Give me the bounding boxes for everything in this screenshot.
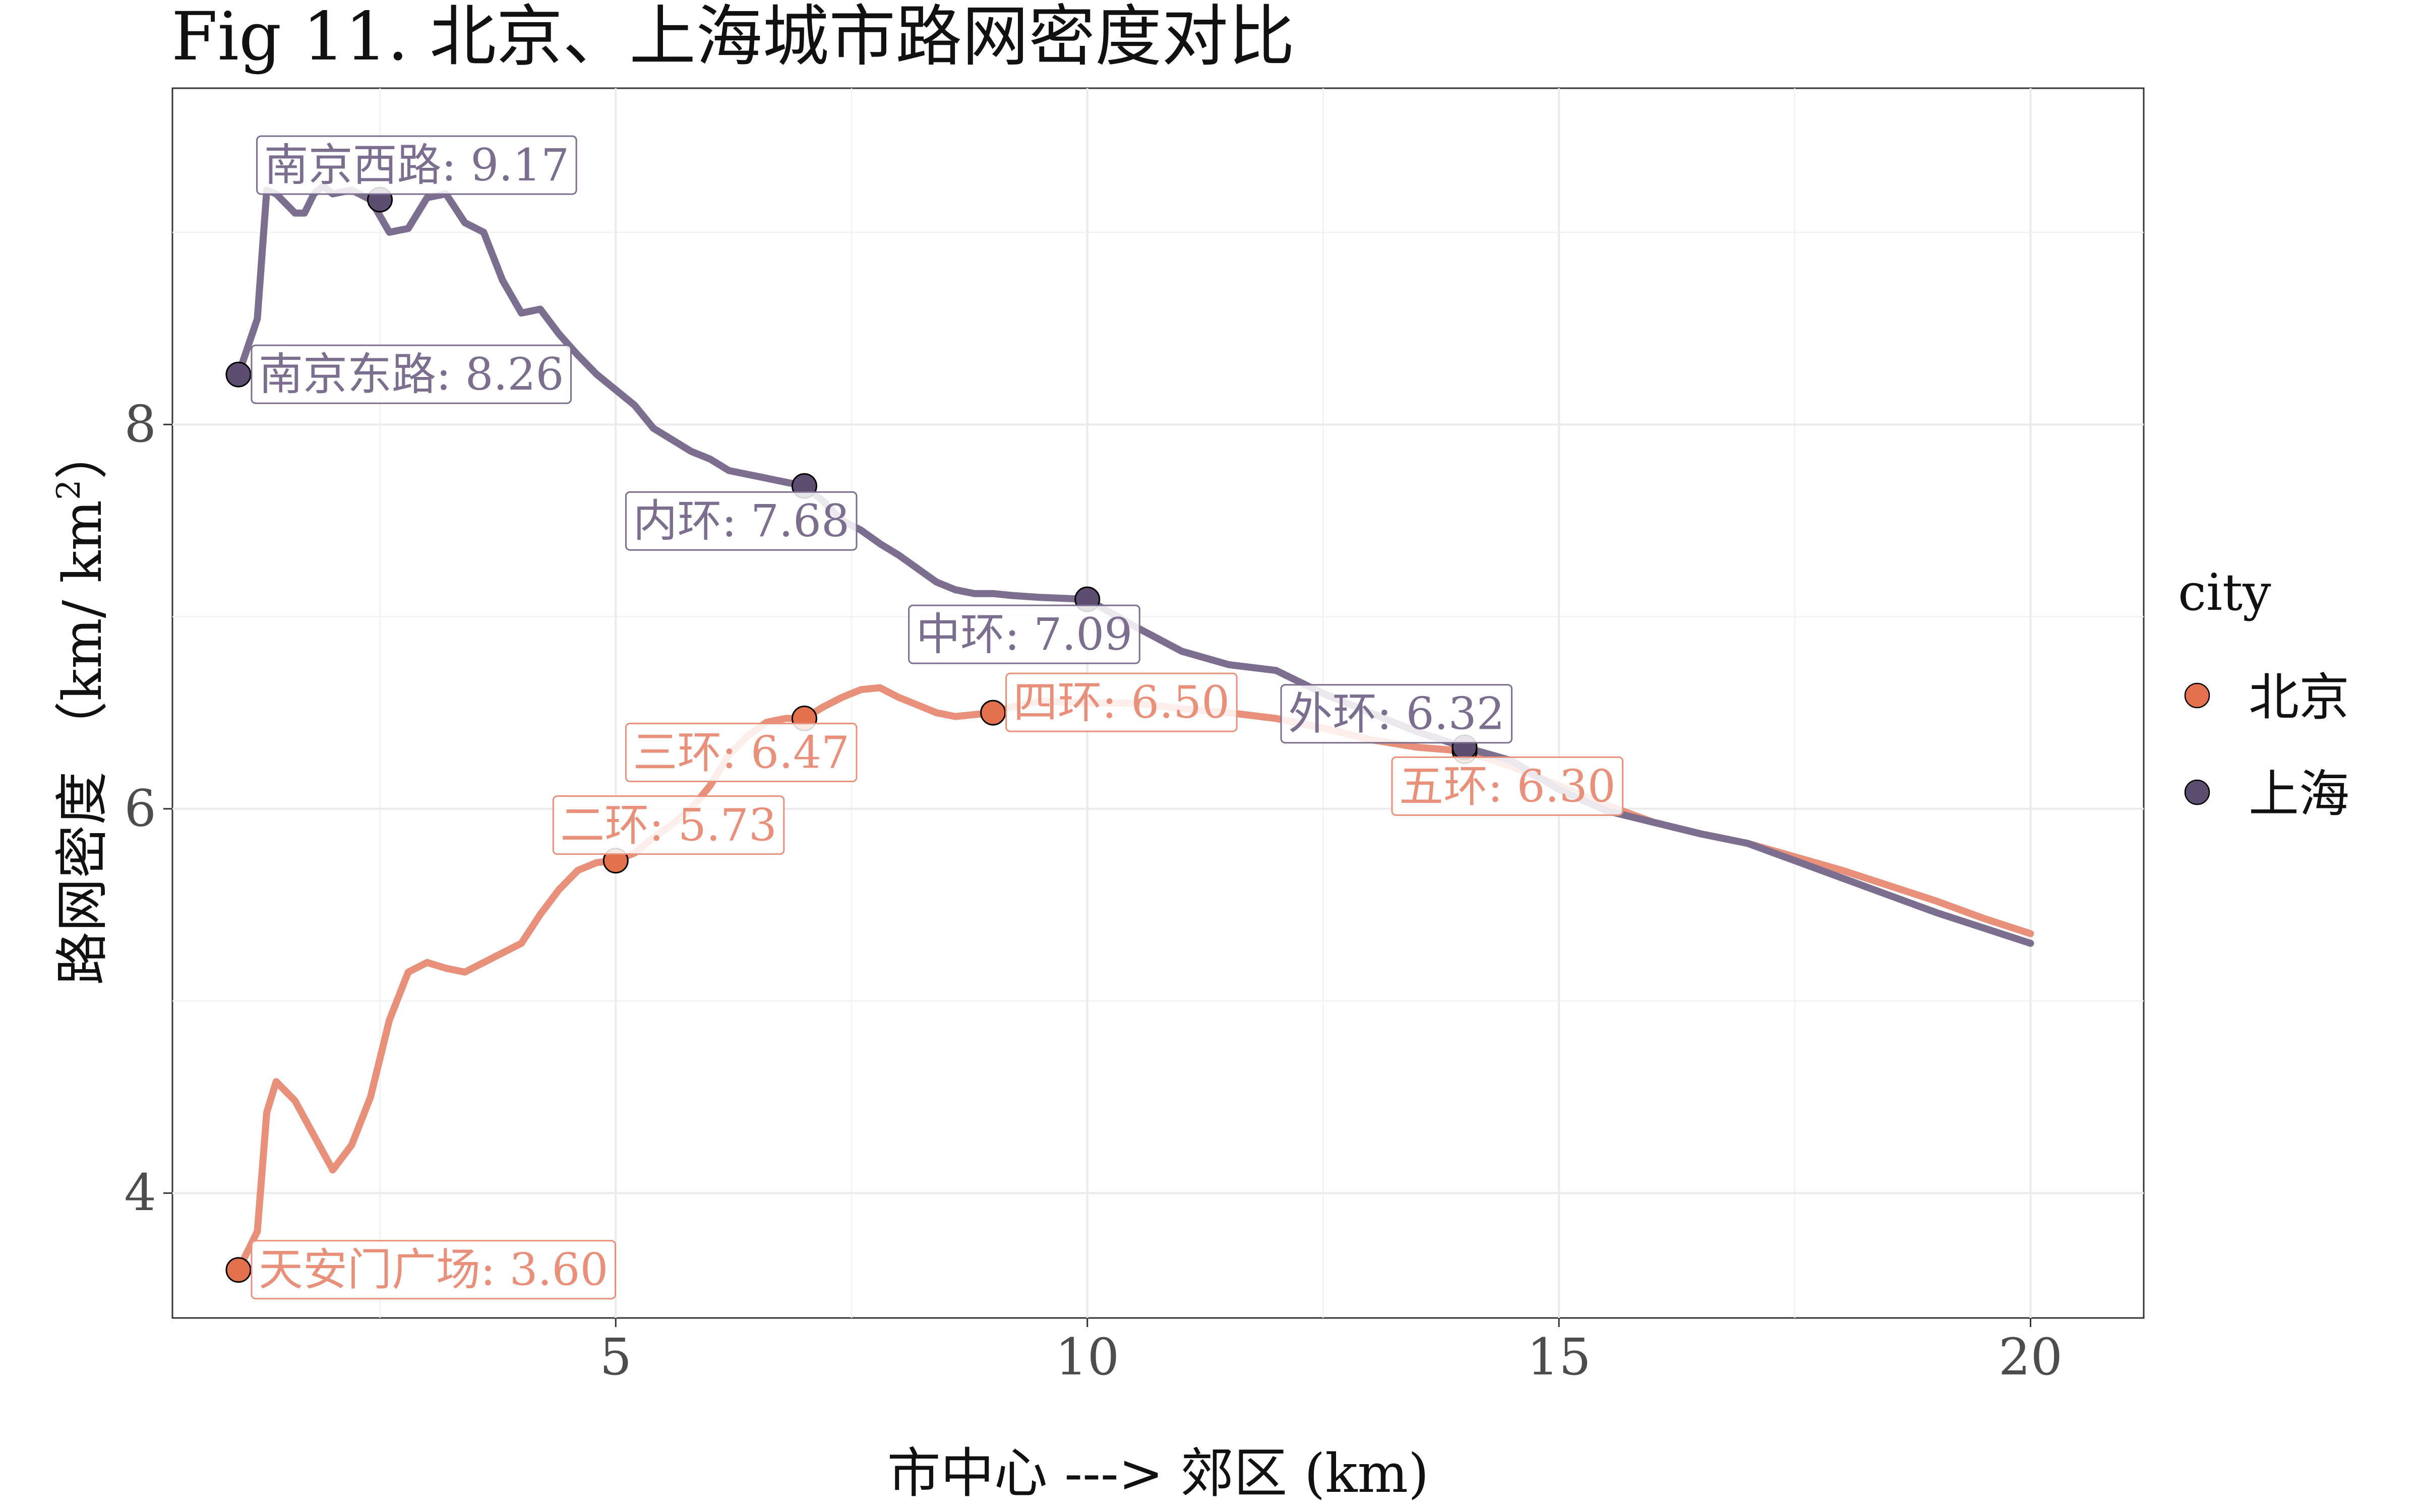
x-tick-label: 5 — [599, 1328, 632, 1387]
x-axis: 5 10 15 20 — [599, 1318, 2063, 1387]
y-axis-title-main: 路网密度 （km/ km — [51, 500, 113, 985]
data-point-shanghai — [225, 361, 252, 388]
data-point-beijing — [980, 700, 1006, 726]
chart-title: Fig 11. 北京、上海城市路网密度对比 — [171, 0, 1295, 76]
point-label: 四环: 6.50 — [1005, 672, 1238, 732]
point-label-text: 四环: 6.50 — [1013, 676, 1230, 728]
point-label-box — [256, 135, 577, 195]
y-axis-title-superscript: 2 — [50, 479, 88, 500]
x-tick-label: 15 — [1527, 1328, 1591, 1387]
point-label-box — [251, 344, 572, 404]
point-label-box — [1280, 684, 1513, 744]
point-label: 中环: 7.09 — [908, 604, 1140, 664]
point-label-box — [552, 795, 785, 855]
data-point-beijing — [225, 1257, 252, 1283]
y-tick-label: 4 — [124, 1163, 156, 1222]
point-annotations: 天安门广场: 3.60 二环: 5.73 三环: 6.47 四环: 6.50 五环: 6… — [251, 135, 1624, 1300]
y-axis-title-close: ） — [51, 426, 113, 479]
point-label: 二环: 5.73 — [552, 795, 785, 855]
point-label-box — [1005, 672, 1238, 732]
point-label-box — [251, 1240, 617, 1300]
point-label: 内环: 7.68 — [625, 491, 858, 551]
legend-key-shanghai — [2184, 779, 2210, 805]
point-label-text: 二环: 5.73 — [560, 799, 777, 851]
x-tick-label: 20 — [1999, 1328, 2063, 1387]
point-label-box — [1391, 756, 1624, 816]
point-label: 三环: 6.47 — [625, 723, 858, 782]
legend-title: city — [2178, 563, 2271, 622]
point-label-text: 中环: 7.09 — [916, 608, 1133, 660]
point-label: 南京西路: 9.17 — [256, 135, 577, 195]
point-label: 南京东路: 8.26 — [251, 344, 572, 404]
y-axis: 4 6 8 — [124, 395, 172, 1222]
point-label-box — [625, 723, 858, 782]
point-label: 五环: 6.30 — [1391, 756, 1624, 816]
grid-minor — [172, 88, 2144, 1318]
point-label-box — [908, 604, 1140, 664]
point-label: 天安门广场: 3.60 — [251, 1240, 617, 1300]
point-label-text: 内环: 7.68 — [633, 495, 850, 547]
point-label-text: 五环: 6.30 — [1399, 760, 1616, 812]
y-tick-label: 8 — [124, 395, 156, 454]
point-label-text: 三环: 6.47 — [633, 727, 850, 779]
point-label-box — [625, 491, 858, 551]
legend-key-beijing — [2184, 682, 2210, 709]
point-label-text: 天安门广场: 3.60 — [259, 1244, 609, 1296]
point-label-text: 南京西路: 9.17 — [264, 139, 570, 191]
y-axis-title: 路网密度 （km/ km2） — [50, 426, 113, 985]
legend: city 北京 上海 — [2178, 563, 2349, 824]
point-label-text: 南京东路: 8.26 — [259, 348, 564, 400]
x-tick-label: 10 — [1055, 1328, 1119, 1387]
point-label: 外环: 6.32 — [1280, 684, 1513, 744]
y-tick-label: 6 — [124, 779, 156, 838]
legend-label-shanghai: 上海 — [2249, 765, 2349, 824]
x-axis-title: 市中心 ---> 郊区 (km) — [887, 1442, 1429, 1504]
legend-label-beijing: 北京 — [2249, 668, 2349, 727]
point-label-text: 外环: 6.32 — [1288, 688, 1505, 740]
